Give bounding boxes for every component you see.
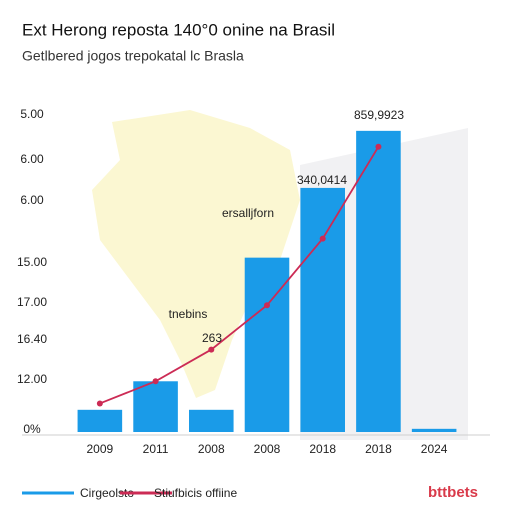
point xyxy=(375,143,382,150)
x-tick-label: 2008 xyxy=(198,442,225,456)
y-tick-label: 6.00 xyxy=(20,193,44,207)
x-tick-label: 2008 xyxy=(254,442,281,456)
annotation: ersalljforn xyxy=(222,206,274,220)
point xyxy=(208,346,215,353)
x-tick-label: 2011 xyxy=(143,442,169,456)
bar xyxy=(411,428,457,432)
point xyxy=(96,400,103,407)
x-tick-label: 2018 xyxy=(309,442,336,456)
point xyxy=(319,235,326,242)
bar xyxy=(77,409,123,432)
point xyxy=(152,378,159,385)
y-tick-label: 0% xyxy=(23,422,41,436)
bar xyxy=(356,130,401,432)
annotation: tnebins xyxy=(169,307,208,321)
annotation: 859,9923 xyxy=(354,108,404,122)
y-tick-label: 6.00 xyxy=(20,152,44,166)
line xyxy=(99,146,380,405)
map-shape xyxy=(92,110,300,398)
annotation: 340,0414 xyxy=(297,173,347,187)
y-tick-label: 16.40 xyxy=(17,332,47,346)
annotation: 263 xyxy=(202,331,222,345)
legend-label: Stiufbicis offiine xyxy=(154,486,237,500)
x-tick-label: 2024 xyxy=(421,442,448,456)
y-tick-label: 15.00 xyxy=(17,255,47,269)
y-tick-label: 17.00 xyxy=(17,295,47,309)
logo: bttbets xyxy=(428,484,478,501)
y-tick-label: 12.00 xyxy=(17,372,47,386)
point xyxy=(264,302,270,309)
x-tick-label: 2018 xyxy=(365,442,392,456)
bar xyxy=(300,187,345,432)
chart-title: Ext Herong reposta 140°0 onine na Brasil xyxy=(22,20,335,39)
bar xyxy=(189,409,234,432)
y-tick-label: 5.00 xyxy=(20,107,44,121)
bar xyxy=(133,381,178,432)
legend-label: Cirgeolsto xyxy=(80,486,134,500)
bar xyxy=(244,257,290,432)
chart-subtitle: Getlbered jogos trepokatal lc Brasla xyxy=(22,48,244,64)
x-tick-label: 2009 xyxy=(87,442,114,456)
